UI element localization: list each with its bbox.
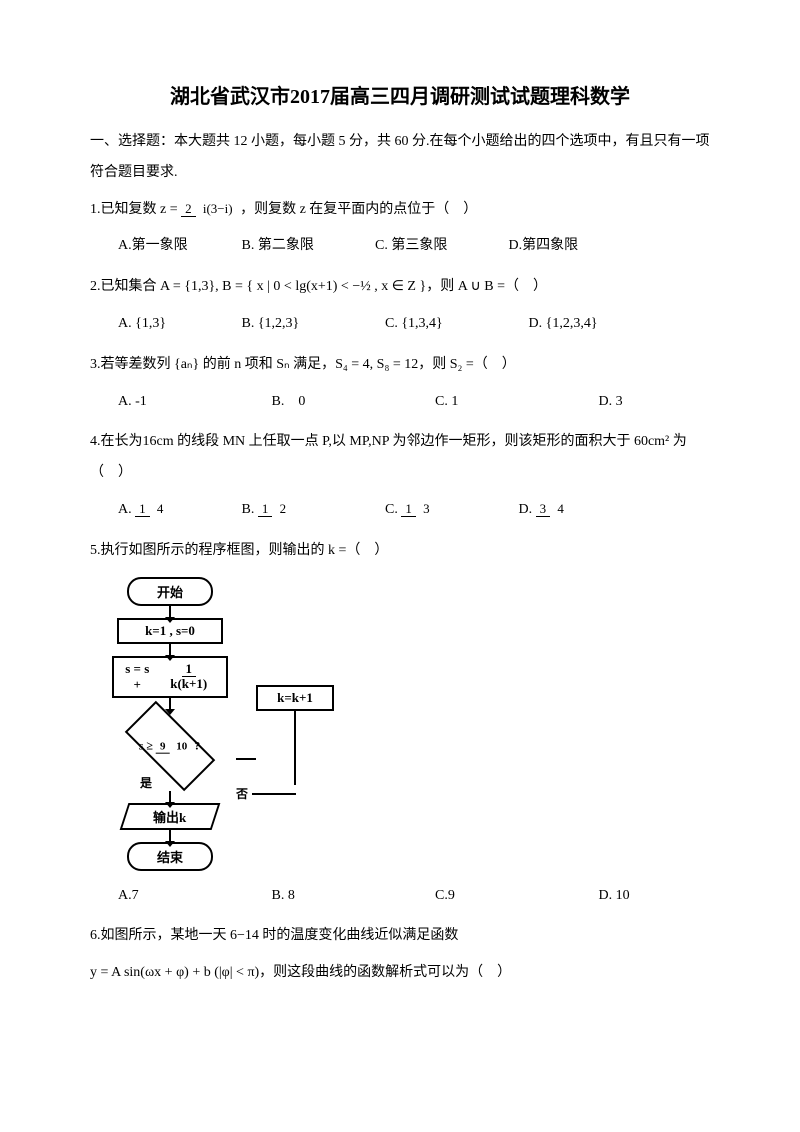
q3-opt-d: D. 3: [599, 387, 623, 418]
fc-arrow-icon: [169, 606, 171, 618]
q3-options: A. -1 B. 0 C. 1 D. 3: [90, 387, 710, 418]
q4-stem: 4.在长为16cm 的线段 MN 上任取一点 P,以 MP,NP 为邻边作一矩形…: [90, 427, 710, 489]
fc-cond-inner: s ≥ 9 10 ?: [139, 738, 201, 753]
fc-step-den: k(k+1): [166, 676, 211, 691]
q2-stem: 2.已知集合 A = {1,3}, B = { x | 0 < lg(x+1) …: [90, 272, 710, 303]
fc-cond-num: 9: [157, 740, 171, 753]
q2-opt-c: C. {1,3,4}: [385, 309, 525, 340]
q4-opt-b: B. 1 2: [242, 495, 382, 526]
q4-opt-d: D. 3 4: [519, 495, 568, 526]
fc-step: s = s + 1 k(k+1): [112, 656, 228, 698]
q2-options: A. {1,3} B. {1,2,3} C. {1,3,4} D. {1,2,3…: [90, 309, 710, 340]
q1-fraction: 2 i(3−i): [181, 202, 236, 216]
q4-c-den: 3: [419, 502, 434, 516]
q4-d-frac: 3 4: [536, 502, 568, 517]
q1-options: A.第一象限 B. 第二象限 C. 第三象限 D.第四象限: [90, 231, 710, 262]
flowchart: 开始 k=1 , s=0 s = s + 1 k(k+1): [110, 577, 710, 871]
q1-text-b: ，则复数 z 在复平面内的点位于（ ）: [240, 202, 477, 217]
q3-stem: 3.若等差数列 {aₙ} 的前 n 项和 Sₙ 满足，S₄ = 4, S₈ = …: [90, 350, 710, 381]
q1-opt-c: C. 第三象限: [375, 231, 505, 262]
q4-c-label: C.: [385, 495, 398, 526]
q5-opt-a: A.7: [118, 881, 268, 912]
fc-line: [294, 711, 296, 785]
fc-output-text: 输出k: [153, 807, 186, 826]
exam-page: 湖北省武汉市2017届高三四月调研测试试题理科数学 一、选择题：本大题共 12 …: [0, 0, 800, 1035]
q4-d-label: D.: [519, 495, 533, 526]
fc-condition: s ≥ 9 10 ?: [125, 700, 216, 791]
section-heading: 一、选择题：本大题共 12 小题，每小题 5 分，共 60 分.在每个小题给出的…: [90, 127, 710, 189]
fc-arrow-icon: [169, 644, 171, 656]
q4-a-den: 4: [153, 502, 168, 516]
q3-opt-a: A. -1: [118, 387, 268, 418]
q1-text-a: 1.已知复数 z =: [90, 202, 181, 217]
fc-no-label: 否: [236, 785, 248, 802]
q1-opt-a: A.第一象限: [118, 231, 238, 262]
fc-line: [236, 758, 256, 760]
q6-stem-b: y = A sin(ωx + φ) + b (|φ| < π)，则这段曲线的函数…: [90, 958, 710, 989]
q5-opt-d: D. 10: [599, 881, 630, 912]
fc-output: 输出k: [120, 803, 221, 830]
fc-start: 开始: [127, 577, 213, 606]
q2-opt-b: B. {1,2,3}: [242, 309, 382, 340]
fc-step-prefix: s = s +: [120, 661, 155, 693]
q3-opt-b: B. 0: [272, 387, 432, 418]
q4-d-den: 4: [553, 502, 568, 516]
q5-options: A.7 B. 8 C.9 D. 10: [90, 881, 710, 912]
q2-opt-a: A. {1,3}: [118, 309, 238, 340]
q4-a-frac: 1 4: [135, 502, 167, 517]
q5-opt-c: C.9: [435, 881, 595, 912]
q4-b-den: 2: [276, 502, 291, 516]
q4-a-num: 1: [135, 502, 150, 517]
fc-step-num: 1: [182, 661, 197, 677]
fc-cond-prefix: s ≥: [139, 738, 156, 752]
fc-arrow-icon: [169, 698, 171, 710]
page-title: 湖北省武汉市2017届高三四月调研测试试题理科数学: [90, 80, 710, 109]
q1-stem: 1.已知复数 z = 2 i(3−i) ，则复数 z 在复平面内的点位于（ ）: [90, 195, 710, 226]
q4-options: A. 1 4 B. 1 2 C. 1 3 D. 3 4: [90, 495, 710, 526]
q2-opt-d: D. {1,2,3,4}: [529, 309, 598, 340]
q4-b-frac: 1 2: [258, 502, 290, 517]
fc-cond-den: 10: [173, 740, 192, 752]
q4-b-label: B.: [242, 495, 255, 526]
q4-d-num: 3: [536, 502, 551, 517]
q4-c-num: 1: [401, 502, 416, 517]
q1-frac-den: i(3−i): [199, 201, 237, 216]
q3-opt-c: C. 1: [435, 387, 595, 418]
q6-stem-a: 6.如图所示，某地一天 6−14 时的温度变化曲线近似满足函数: [90, 921, 710, 952]
fc-cond-suffix: ?: [195, 738, 201, 752]
q1-opt-b: B. 第二象限: [242, 231, 372, 262]
fc-arrow-icon: [169, 791, 171, 803]
fc-step-frac: 1 k(k+1): [158, 662, 220, 691]
fc-arrow-icon: [169, 830, 171, 842]
q1-opt-d: D.第四象限: [509, 231, 579, 262]
q4-opt-a: A. 1 4: [118, 495, 238, 526]
q4-a-label: A.: [118, 495, 132, 526]
q1-frac-num: 2: [181, 201, 196, 217]
q4-opt-c: C. 1 3: [385, 495, 515, 526]
q4-c-frac: 1 3: [401, 502, 433, 517]
q5-stem: 5.执行如图所示的程序框图，则输出的 k =（ ）: [90, 536, 710, 567]
q4-b-num: 1: [258, 502, 273, 517]
fc-inc: k=k+1: [256, 685, 334, 711]
fc-line: [252, 793, 296, 795]
q5-opt-b: B. 8: [272, 881, 432, 912]
fc-cond-frac: 9 10: [157, 740, 192, 752]
